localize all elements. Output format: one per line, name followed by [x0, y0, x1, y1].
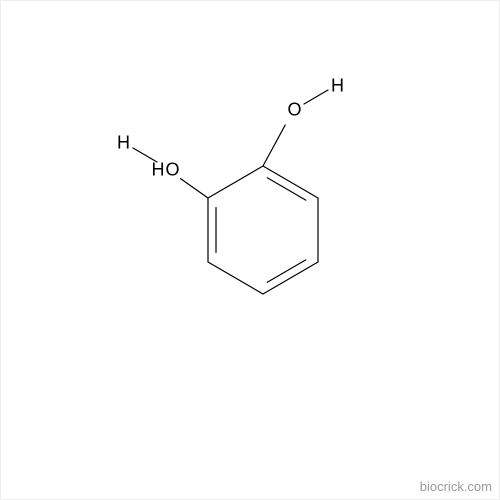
oxygen-label-1: O [287, 100, 302, 121]
hydrogen-label-2: H [117, 133, 131, 154]
structure-canvas: O H HO H biocrick.com [0, 0, 500, 500]
hydrogen-label-1: H [331, 76, 345, 97]
molecule-svg [0, 0, 500, 500]
hydroxyl-label-left: HO [152, 160, 181, 181]
watermark-text: biocrick.com [420, 479, 492, 494]
